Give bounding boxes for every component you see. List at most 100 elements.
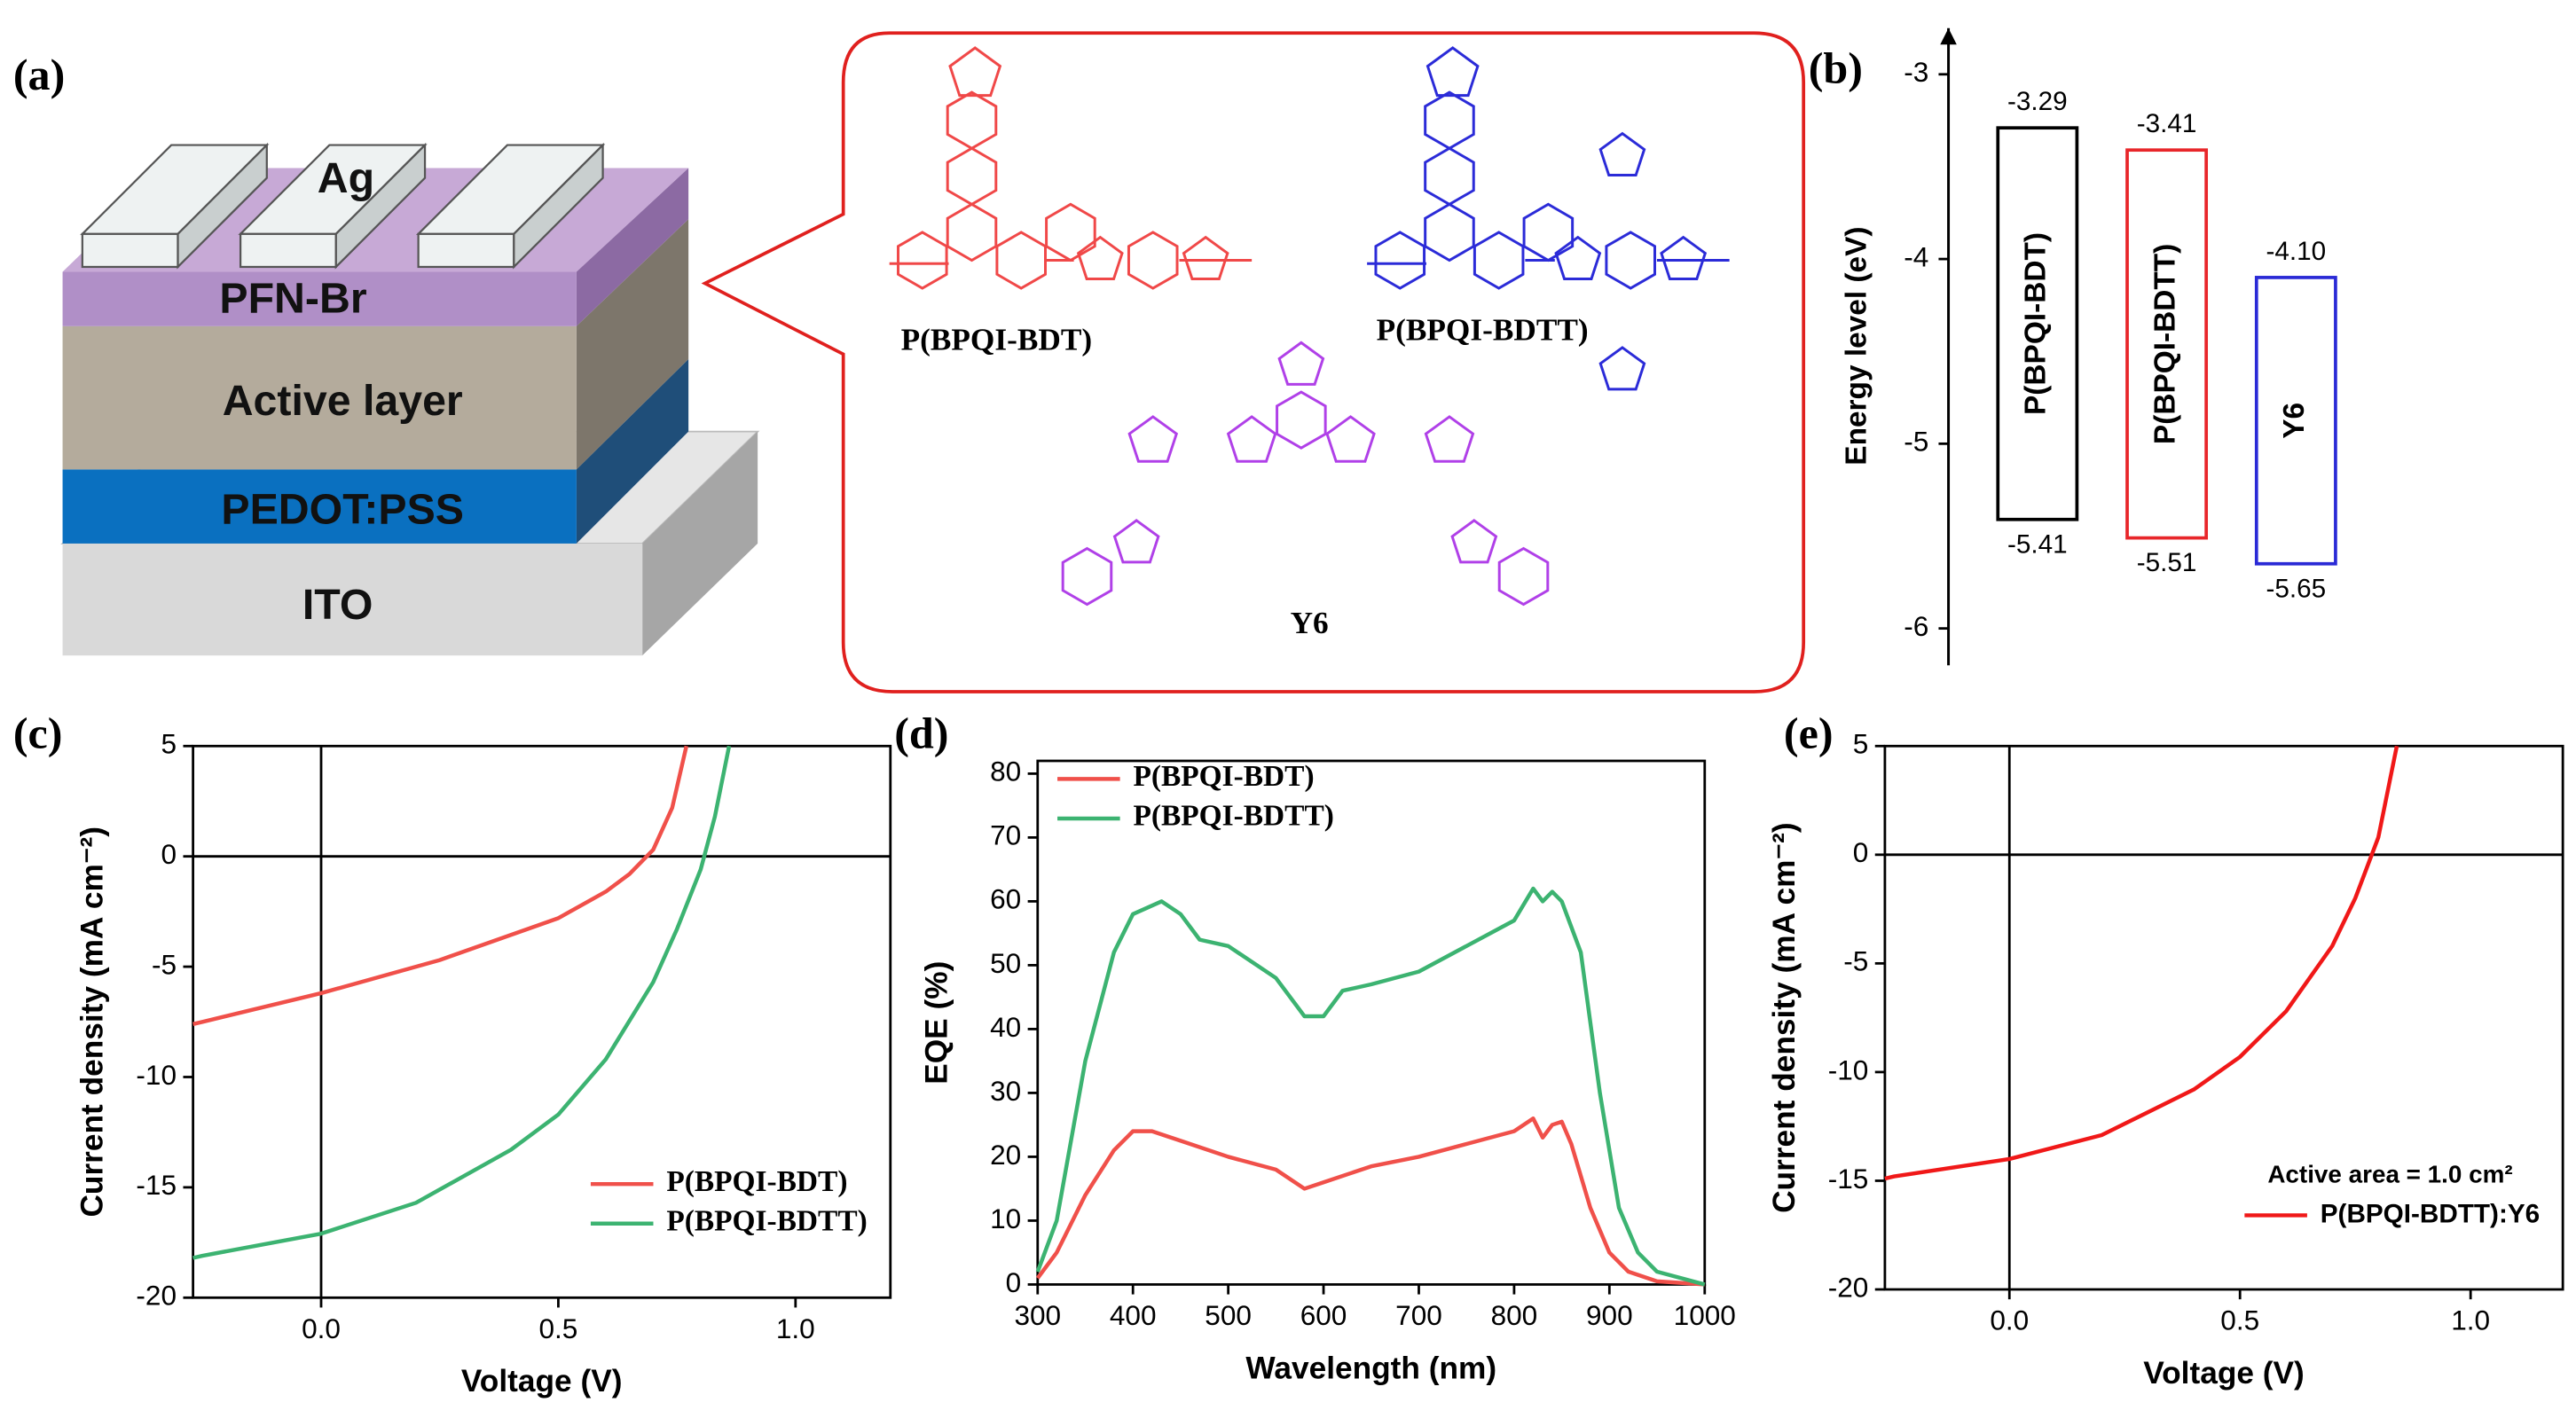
legend-label: P(BPQI-BDT) (1133, 760, 1314, 793)
ring (1127, 415, 1179, 463)
category-label: P(BPQI-BDTT) (2148, 244, 2181, 444)
x-axis-label: Voltage (V) (461, 1364, 623, 1398)
legend: P(BPQI-BDTT):Y6 (2244, 1199, 2540, 1228)
ag-side (334, 142, 427, 270)
x-tick-label: 1.0 (776, 1312, 815, 1344)
y-tick-label: -3 (1904, 56, 1928, 88)
ring (1061, 546, 1113, 607)
y-axis-label: EQE (%) (920, 961, 954, 1085)
y-axis-label: Current density (mA cm⁻²) (75, 827, 110, 1218)
x-tick-label: 1000 (1674, 1299, 1736, 1331)
ag-front (239, 232, 337, 269)
value-label: -4.10 (2266, 237, 2327, 266)
panel-label: (e) (1784, 708, 1834, 757)
y-tick-label: -5 (1904, 426, 1928, 458)
molecule-name: P(BPQI-BDT) (901, 322, 1093, 356)
category-label: P(BPQI-BDT) (2020, 232, 2053, 415)
ring (1424, 146, 1475, 207)
y-tick-label: -15 (1828, 1163, 1869, 1195)
ring (1497, 546, 1550, 607)
data-line (192, 745, 688, 1026)
y-tick-label: 5 (1853, 728, 1869, 760)
energy-bar (1996, 126, 2079, 521)
layer-label: Ag (318, 154, 374, 202)
data-line (192, 745, 732, 1260)
panel-label: (a) (13, 50, 65, 99)
x-tick-label: 900 (1586, 1299, 1633, 1331)
layer-label: PEDOT:PSS (221, 485, 464, 533)
ito-side (642, 431, 758, 656)
y-tick-label: 70 (990, 819, 1021, 851)
y-tick-label: 40 (990, 1011, 1021, 1043)
y-tick-label: 60 (990, 883, 1021, 915)
y-tick-label: 0 (1006, 1266, 1022, 1298)
ag-side (177, 142, 268, 270)
ring (1424, 202, 1475, 262)
ring (1182, 235, 1229, 280)
ag-side (513, 142, 604, 270)
panel-label: (c) (13, 708, 63, 757)
ag-front (81, 232, 179, 269)
pedot-front (62, 469, 577, 544)
legend: P(BPQI-BDT) P(BPQI-BDTT) (1057, 760, 1334, 833)
layer-label: PFN-Br (219, 275, 366, 323)
pfn-front (62, 271, 577, 326)
y-tick-label: -6 (1904, 610, 1928, 642)
layer-label: ITO (302, 581, 373, 629)
ring (1660, 235, 1708, 280)
value-label: -5.51 (2137, 548, 2197, 577)
x-tick-label: 300 (1014, 1299, 1061, 1331)
x-tick-label: 400 (1110, 1299, 1157, 1331)
ring (1325, 415, 1376, 463)
x-tick-label: 500 (1205, 1299, 1252, 1331)
y-tick-label: 5 (161, 728, 177, 760)
ring (1424, 415, 1475, 463)
y-axis-label: Energy level (eV) (1840, 226, 1873, 465)
x-axis-label: Wavelength (nm) (1245, 1351, 1496, 1385)
data-line (1035, 886, 1706, 1287)
panel-label: (b) (1809, 43, 1863, 92)
ring (1450, 519, 1498, 564)
device: Ag PFN-Br Active layer PEDOT:PSS ITO (60, 142, 760, 656)
active-front (62, 325, 577, 470)
molecule-name: Y6 (1291, 606, 1329, 640)
annotation: Active area = 1.0 cm² (2267, 1160, 2512, 1187)
ring (1424, 90, 1475, 150)
x-tick-label: 600 (1300, 1299, 1347, 1331)
energy-bar (2254, 276, 2337, 566)
ring (1277, 341, 1325, 386)
ag-front (417, 232, 515, 269)
legend-label: P(BPQI-BDTT) (1133, 800, 1333, 833)
data-line (1884, 745, 2399, 1181)
structures (889, 46, 1730, 607)
category-label: Y6 (2278, 403, 2311, 439)
ring (1112, 519, 1160, 564)
ring (1598, 131, 1646, 177)
plot-frame (1883, 744, 2564, 1291)
x-tick-label: 0.0 (1990, 1304, 2029, 1336)
ag-bars (80, 142, 606, 270)
y-tick-label: -20 (1828, 1271, 1869, 1303)
value-label: -5.65 (2266, 574, 2327, 603)
y-tick-label: -4 (1904, 240, 1928, 272)
value-label: -5.41 (2007, 529, 2068, 559)
value-label: -3.41 (2137, 109, 2197, 138)
legend-label: P(BPQI-BDTT):Y6 (2321, 1199, 2540, 1228)
y-tick-label: -5 (1843, 945, 1868, 977)
y-tick-label: -5 (152, 948, 177, 980)
y-tick-label: 10 (990, 1203, 1021, 1234)
energy-bar (2125, 148, 2209, 540)
pedot-side (576, 358, 689, 544)
legend-label: P(BPQI-BDT) (666, 1165, 847, 1198)
callout (701, 31, 1806, 693)
ring (1127, 231, 1179, 290)
active-side (576, 219, 689, 470)
panel-label: (d) (894, 708, 948, 757)
x-tick-label: 0.5 (538, 1312, 577, 1344)
y-tick-label: -10 (136, 1059, 177, 1091)
ring (946, 202, 998, 262)
y-tick-label: -20 (136, 1280, 177, 1312)
